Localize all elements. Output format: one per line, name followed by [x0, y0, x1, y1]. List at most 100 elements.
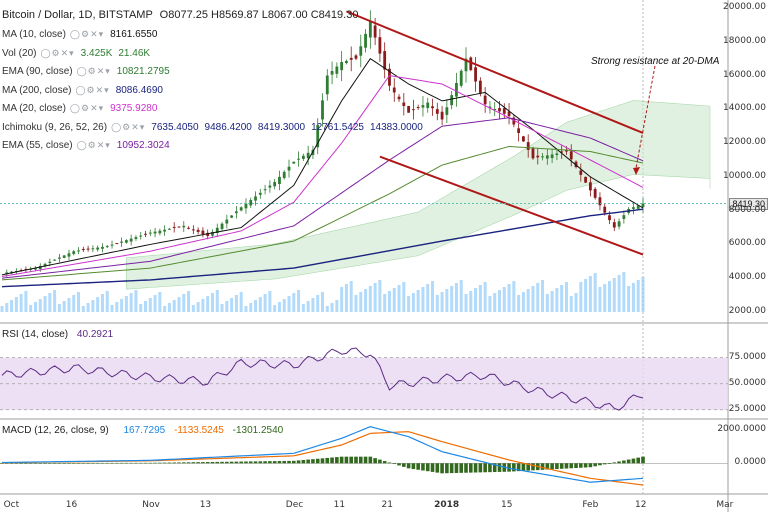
- macd-label[interactable]: MACD (12, 26, close, 9): [2, 425, 109, 436]
- volume-bar: [617, 275, 621, 312]
- legend-row[interactable]: MA (10, close) ◯⚙✕▾ 8161.6550: [2, 28, 163, 41]
- macd-hist-bar: [296, 460, 301, 464]
- candle-body: [187, 227, 190, 229]
- price-tick-label: 14000.00: [723, 103, 766, 114]
- volume-bar: [478, 285, 482, 312]
- volume-bar: [239, 292, 243, 312]
- volume-bar: [531, 286, 535, 312]
- candle-body: [632, 207, 635, 209]
- macd-hist-bar: [43, 463, 47, 464]
- macd-hist-bar: [464, 463, 468, 473]
- volume-bar: [139, 304, 143, 312]
- rsi-tick-label: 75.0000: [728, 351, 766, 362]
- legend-controls-icon[interactable]: ◯⚙✕▾: [40, 47, 75, 58]
- candle-body: [603, 206, 607, 213]
- volume-bar: [325, 306, 329, 312]
- legend-row[interactable]: Vol (20) ◯⚙✕▾ 3.425K 21.46K: [2, 47, 156, 60]
- candle-body: [450, 95, 454, 106]
- macd-hist-bar: [196, 462, 200, 464]
- macd-hist-bar: [186, 462, 191, 464]
- candle-body: [96, 247, 100, 250]
- candle-body: [493, 108, 497, 110]
- volume-bar: [14, 297, 18, 312]
- candle-body: [416, 106, 420, 108]
- legend-controls-icon[interactable]: ◯⚙✕▾: [111, 121, 146, 132]
- candle-body: [321, 100, 324, 120]
- candle-body: [297, 158, 300, 160]
- macd-hist-bar: [95, 462, 100, 464]
- candle-body: [38, 265, 42, 270]
- volume-bar: [555, 288, 559, 312]
- volume-bar: [268, 291, 272, 312]
- volume-bar: [579, 282, 583, 312]
- macd-hist-bar: [4, 463, 9, 464]
- legend-row[interactable]: MA (200, close) ◯⚙✕▾ 8086.4690: [2, 84, 169, 97]
- volume-bar: [258, 297, 262, 312]
- volume-bar: [631, 283, 635, 312]
- candle-body: [62, 255, 66, 258]
- volume-bar: [215, 290, 219, 312]
- macd-hist-bar: [459, 463, 464, 473]
- macd-hist-bar: [521, 463, 526, 471]
- candle-body: [220, 223, 224, 230]
- symbol-label[interactable]: Bitcoin / Dollar, 1D, BITSTAMP: [2, 9, 153, 21]
- legend-controls-icon[interactable]: ◯⚙✕▾: [76, 140, 111, 150]
- volume-bar: [191, 305, 195, 312]
- macd-hist-bar: [602, 463, 607, 465]
- macd-hist-bar: [416, 463, 420, 470]
- macd-hist-bar: [9, 463, 14, 464]
- candle-body: [168, 228, 171, 230]
- volume-bar: [612, 278, 616, 312]
- legend-name: Vol (20): [2, 47, 37, 59]
- macd-hist-bar: [540, 463, 545, 470]
- legend-row[interactable]: MA (20, close) ◯⚙✕▾ 9375.9280: [2, 102, 163, 115]
- legend-row[interactable]: EMA (90, close) ◯⚙✕▾ 10821.2795: [2, 65, 176, 78]
- macd-hist-bar: [402, 463, 406, 467]
- macd-hist-bar: [100, 462, 105, 464]
- legend-row[interactable]: Ichimoku (9, 26, 52, 26) ◯⚙✕▾ 7635.4050 948…: [2, 121, 429, 134]
- macd-hist-bar: [607, 463, 612, 464]
- volume-bar: [110, 305, 114, 312]
- legend-value: 21.46K: [118, 47, 151, 59]
- volume-bar: [349, 281, 353, 312]
- legend-controls-icon[interactable]: ◯⚙✕▾: [69, 103, 105, 113]
- macd-hist-bar: [315, 458, 320, 464]
- candle-body: [574, 161, 578, 168]
- macd-hist-bar: [268, 461, 272, 464]
- candle-body: [101, 246, 104, 249]
- legend-controls-icon[interactable]: ◯⚙✕▾: [76, 66, 111, 76]
- volume-bar: [72, 295, 76, 312]
- candle-body: [81, 249, 85, 251]
- candle-body: [225, 219, 229, 224]
- volume-bar: [359, 292, 363, 312]
- ema55-line: [1, 117, 644, 279]
- candle-body: [388, 68, 391, 86]
- macd-hist-bar: [62, 463, 66, 464]
- macd-hist-bar: [387, 462, 392, 464]
- macd-hist-bar: [172, 462, 177, 464]
- volume-bar: [144, 301, 148, 312]
- ichimoku-cloud: [126, 100, 711, 290]
- legend-controls-icon[interactable]: ◯⚙✕▾: [69, 29, 105, 39]
- volume-bar: [593, 273, 597, 312]
- macd-hist-bar: [162, 462, 167, 464]
- candle-body: [593, 188, 597, 198]
- volume-bar: [5, 303, 9, 312]
- volume-bar: [364, 289, 368, 312]
- volume-bar: [306, 301, 310, 312]
- macd-tick-label: 2000.0000: [717, 424, 766, 434]
- macd-hist-bar: [234, 461, 239, 464]
- candle-body: [206, 232, 210, 236]
- price-tick-label: 16000.00: [723, 69, 766, 80]
- legend-value: 8161.6550: [110, 29, 158, 40]
- volume-bar: [488, 296, 492, 312]
- volume-bar: [493, 293, 497, 312]
- candle-body: [531, 148, 535, 159]
- candle-body: [234, 211, 238, 214]
- volume-bar: [53, 290, 57, 312]
- macd-hist-bar: [440, 463, 444, 474]
- rsi-label[interactable]: RSI (14, close): [2, 329, 69, 340]
- legend-row[interactable]: EMA (55, close) ◯⚙✕▾ 10952.3024: [2, 139, 176, 152]
- legend-controls-icon[interactable]: ◯⚙✕▾: [75, 84, 110, 95]
- candle-body: [512, 117, 516, 125]
